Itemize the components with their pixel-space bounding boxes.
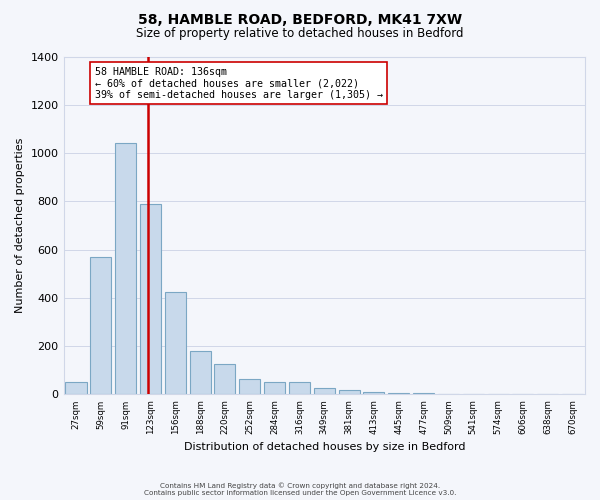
X-axis label: Distribution of detached houses by size in Bedford: Distribution of detached houses by size … [184,442,465,452]
Bar [289,382,310,394]
Bar [115,144,136,394]
Text: Size of property relative to detached houses in Bedford: Size of property relative to detached ho… [136,28,464,40]
Bar [314,388,335,394]
Bar [165,292,186,394]
Text: 58, HAMBLE ROAD, BEDFORD, MK41 7XW: 58, HAMBLE ROAD, BEDFORD, MK41 7XW [138,12,462,26]
Bar [338,390,359,394]
Text: 58 HAMBLE ROAD: 136sqm
← 60% of detached houses are smaller (2,022)
39% of semi-: 58 HAMBLE ROAD: 136sqm ← 60% of detached… [95,66,383,100]
Bar [214,364,235,394]
Bar [364,392,385,394]
Bar [388,393,409,394]
Bar [90,257,112,394]
Bar [140,204,161,394]
Y-axis label: Number of detached properties: Number of detached properties [15,138,25,313]
Bar [264,382,285,394]
Text: Contains HM Land Registry data © Crown copyright and database right 2024.: Contains HM Land Registry data © Crown c… [160,482,440,489]
Bar [65,382,86,394]
Bar [239,378,260,394]
Text: Contains public sector information licensed under the Open Government Licence v3: Contains public sector information licen… [144,490,456,496]
Bar [413,393,434,394]
Bar [190,351,211,395]
